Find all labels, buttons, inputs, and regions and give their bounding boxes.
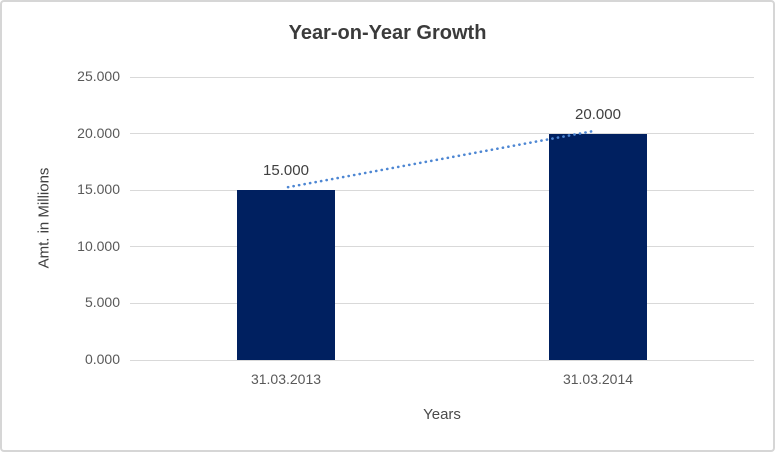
gridline bbox=[130, 133, 754, 135]
y-tick-label: 10.000 bbox=[77, 237, 120, 254]
x-tick-label: 31.03.2014 bbox=[562, 371, 634, 387]
y-tick-label: 0.000 bbox=[84, 351, 120, 367]
gridline bbox=[130, 189, 754, 191]
bar-31.03.2013 bbox=[237, 190, 335, 360]
bar-data-label: 20.000 bbox=[575, 105, 621, 123]
y-tick-label: 20.000 bbox=[77, 124, 120, 141]
gridline bbox=[130, 246, 754, 248]
trendline bbox=[286, 129, 598, 189]
gridline bbox=[130, 302, 754, 304]
y-tick-label: 15.000 bbox=[77, 181, 120, 198]
y-tick-label: 25.000 bbox=[77, 68, 120, 84]
y-axis-ticks: 0.000 5.000 10.000 15.000 20.000 25.000 bbox=[2, 2, 120, 450]
x-axis-title: Years bbox=[423, 406, 461, 423]
bar-31.03.2014 bbox=[549, 133, 647, 360]
gridline bbox=[130, 359, 754, 361]
x-tick-label: 31.03.2013 bbox=[250, 371, 322, 387]
chart-title: Year-on-Year Growth bbox=[288, 22, 487, 44]
bar-data-label: 15.000 bbox=[263, 162, 309, 180]
gridline bbox=[130, 76, 754, 78]
y-tick-label: 5.000 bbox=[84, 294, 120, 311]
plot-area: 15.000 20.000 bbox=[130, 76, 754, 361]
